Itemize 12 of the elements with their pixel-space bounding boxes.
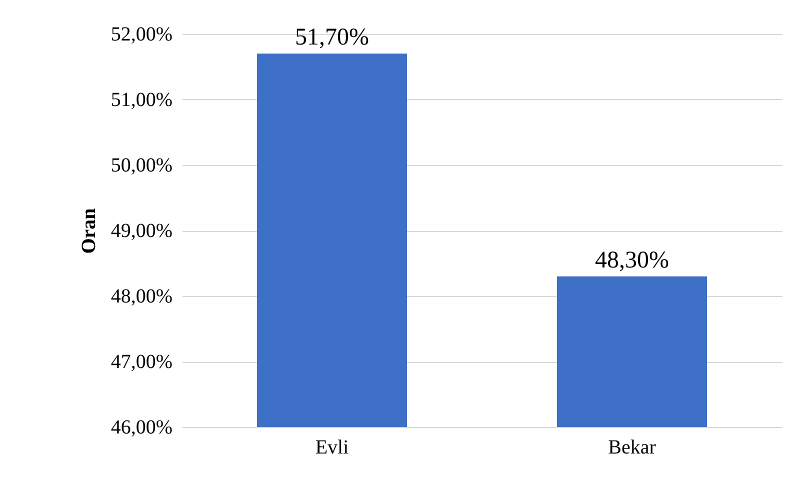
y-axis-title: Oran bbox=[78, 208, 100, 254]
y-tick-label: 47,00% bbox=[110, 351, 172, 373]
y-tick-label: 51,00% bbox=[110, 89, 172, 111]
data-label: 48,30% bbox=[595, 247, 669, 274]
y-tick-label: 48,00% bbox=[110, 286, 172, 308]
x-tick-label: Bekar bbox=[608, 436, 656, 458]
x-tick-label: Evli bbox=[315, 436, 350, 458]
y-tick-label: 49,00% bbox=[110, 220, 172, 242]
data-label: 51,70% bbox=[295, 24, 369, 51]
y-tick-label: 50,00% bbox=[110, 154, 172, 176]
y-tick-label: 52,00% bbox=[110, 24, 172, 46]
y-tick-label: 46,00% bbox=[110, 416, 172, 438]
